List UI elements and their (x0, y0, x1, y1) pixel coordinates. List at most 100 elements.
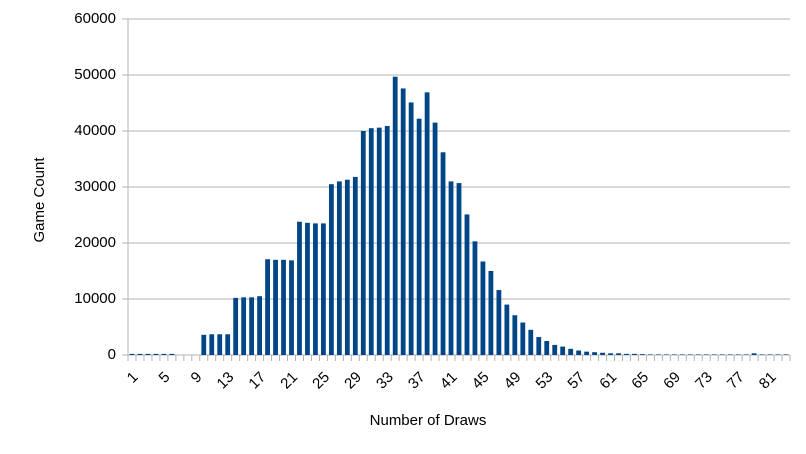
bar (679, 354, 685, 355)
bar (624, 353, 629, 355)
bar (448, 181, 454, 355)
bar (536, 337, 542, 355)
bar (289, 260, 294, 355)
bar (528, 329, 534, 355)
bar (217, 334, 223, 355)
bar (376, 127, 382, 355)
bar (281, 259, 286, 355)
bar (129, 353, 135, 355)
y-tick-label: 0 (108, 346, 116, 363)
x-tick-label: 45 (469, 369, 493, 393)
bar (751, 353, 757, 355)
bar (616, 353, 621, 355)
x-tick-label: 17 (245, 369, 269, 393)
bar (368, 128, 374, 355)
bar (273, 259, 278, 355)
bar (137, 353, 143, 355)
x-tick-label: 73 (692, 369, 716, 393)
bar (496, 290, 502, 355)
bar (297, 221, 302, 355)
x-tick-label: 69 (660, 369, 684, 393)
bar (608, 353, 613, 355)
bar (249, 297, 255, 355)
x-tick-label: 61 (596, 369, 620, 393)
bar (504, 304, 510, 355)
bar (600, 352, 605, 355)
x-tick-label: 65 (628, 369, 652, 393)
bar (783, 354, 789, 355)
bar (456, 183, 462, 355)
bar (759, 354, 765, 355)
bar (440, 152, 446, 355)
bar (161, 353, 167, 355)
x-tick-label: 33 (373, 369, 397, 393)
bar (472, 241, 478, 355)
bar (671, 354, 677, 355)
bar (735, 354, 741, 355)
x-tick-label: 9 (188, 369, 206, 387)
bar (233, 297, 239, 355)
x-tick-label: 49 (501, 369, 525, 393)
y-tick-label: 50000 (74, 66, 116, 83)
bar (392, 76, 398, 356)
x-tick-label: 5 (156, 369, 174, 387)
bar (648, 354, 653, 355)
bar (344, 179, 350, 355)
bar (408, 102, 414, 355)
bar (321, 223, 326, 355)
bar (655, 354, 661, 355)
bar (727, 354, 733, 355)
bar (719, 354, 725, 355)
x-tick-label: 37 (405, 369, 429, 393)
bar (703, 354, 709, 355)
bar (225, 334, 231, 355)
bar (695, 354, 701, 355)
bar (520, 322, 526, 355)
x-tick-label: 29 (341, 369, 365, 393)
bar (209, 334, 215, 355)
bar (775, 354, 781, 355)
bar (711, 354, 717, 355)
bar (169, 353, 175, 355)
x-tick-label: 1 (124, 369, 142, 387)
bar (632, 353, 637, 355)
bar (424, 92, 430, 356)
bar (241, 297, 247, 355)
bar (400, 88, 406, 355)
bar (640, 354, 645, 355)
bar (384, 125, 390, 356)
bar (432, 122, 438, 355)
x-axis-title: Number of Draws (370, 412, 487, 429)
x-tick-label: 25 (309, 369, 333, 393)
y-tick-label: 60000 (74, 10, 116, 27)
bar (544, 341, 550, 355)
x-tick-label: 21 (277, 369, 301, 393)
bar (464, 214, 470, 355)
bar (568, 348, 574, 355)
y-tick-label: 20000 (74, 234, 116, 251)
bar (767, 354, 773, 355)
x-tick-label: 77 (724, 369, 748, 393)
y-tick-label: 10000 (74, 290, 116, 307)
bar (328, 184, 334, 355)
bar (265, 259, 270, 355)
bar (153, 353, 159, 355)
x-tick-label: 53 (533, 369, 557, 393)
bar (480, 261, 486, 355)
bar (360, 131, 366, 355)
bar (560, 346, 566, 355)
bar (257, 296, 263, 355)
x-tick-label: 81 (756, 369, 780, 393)
bar (743, 354, 749, 355)
bar (416, 118, 422, 356)
bar (584, 351, 590, 355)
bar (592, 352, 597, 355)
bar (352, 176, 358, 355)
x-tick-label: 13 (214, 369, 238, 393)
y-tick-label: 30000 (74, 178, 116, 195)
bar (512, 315, 518, 355)
bar (201, 334, 207, 355)
x-tick-label: 41 (437, 369, 461, 393)
bar (313, 223, 318, 355)
